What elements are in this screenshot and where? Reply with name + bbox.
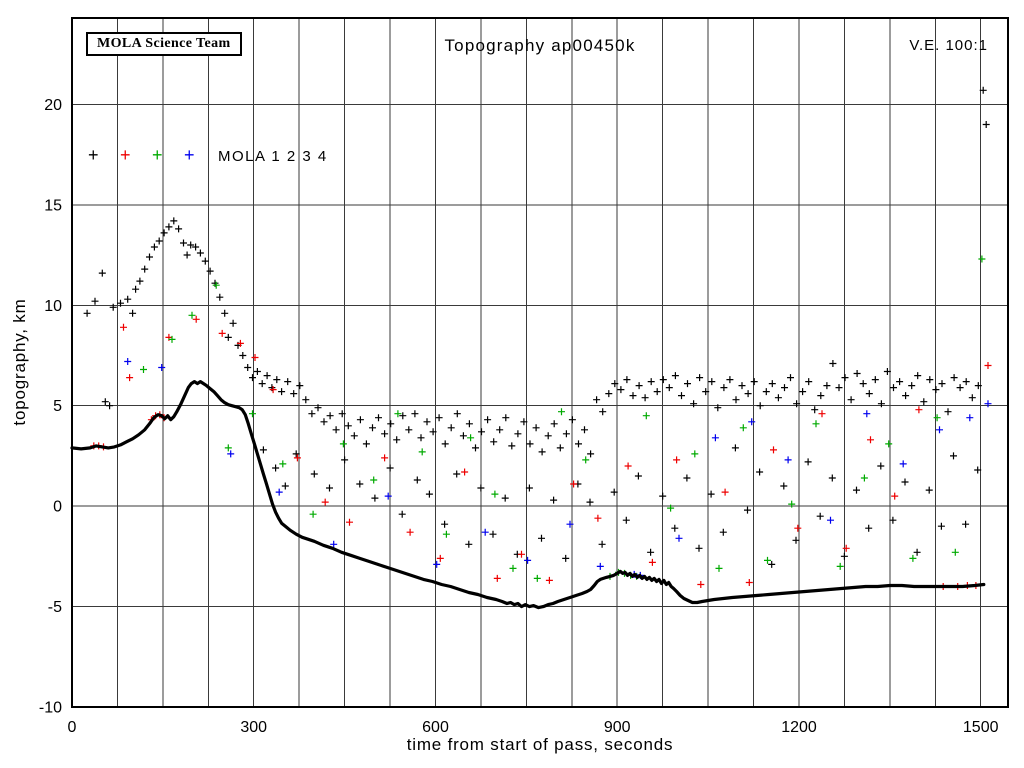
y-tick-label: 10 [44,298,62,315]
credit-box-label: MOLA Science Team [97,36,231,51]
x-tick-label: 1500 [963,719,999,736]
x-tick-label: 900 [604,719,631,736]
y-tick-label: 20 [44,97,62,114]
x-tick-label: 0 [68,719,77,736]
y-tick-label: 0 [53,499,62,516]
legend-marker-mola-1: + [88,145,99,165]
scatter-series-1 [83,86,990,568]
y-tick-label: -10 [39,700,62,717]
scatter-series-2 [90,315,992,590]
chart-title: Topography ap00450k [444,36,636,55]
legend-markers: + + + + [88,146,216,166]
plot-frame [71,17,1009,708]
x-tick-label: 300 [240,719,267,736]
x-axis-label: time from start of pass, seconds [406,735,674,754]
scatter-series-4 [124,358,992,579]
legend-marker-mola-4: + [184,145,195,165]
legend-label: MOLA 1 2 3 4 [218,147,328,165]
legend-marker-mola-2: + [120,145,131,165]
legend-marker-mola-3: + [152,145,163,165]
legend: + + + + MOLA 1 2 3 4 [88,146,328,166]
y-tick-label: 5 [53,398,62,415]
vertical-exaggeration-label: V.E. 100:1 [909,37,988,54]
y-tick-label: 15 [44,197,62,214]
profile-line [70,380,986,610]
scatter-series-3 [140,255,986,582]
y-axis-label: topography, km [10,298,29,426]
credit-box: MOLA Science Team [86,32,242,56]
x-tick-label: 1200 [781,719,817,736]
y-tick-label: -5 [48,599,62,616]
x-tick-label: 600 [422,719,449,736]
